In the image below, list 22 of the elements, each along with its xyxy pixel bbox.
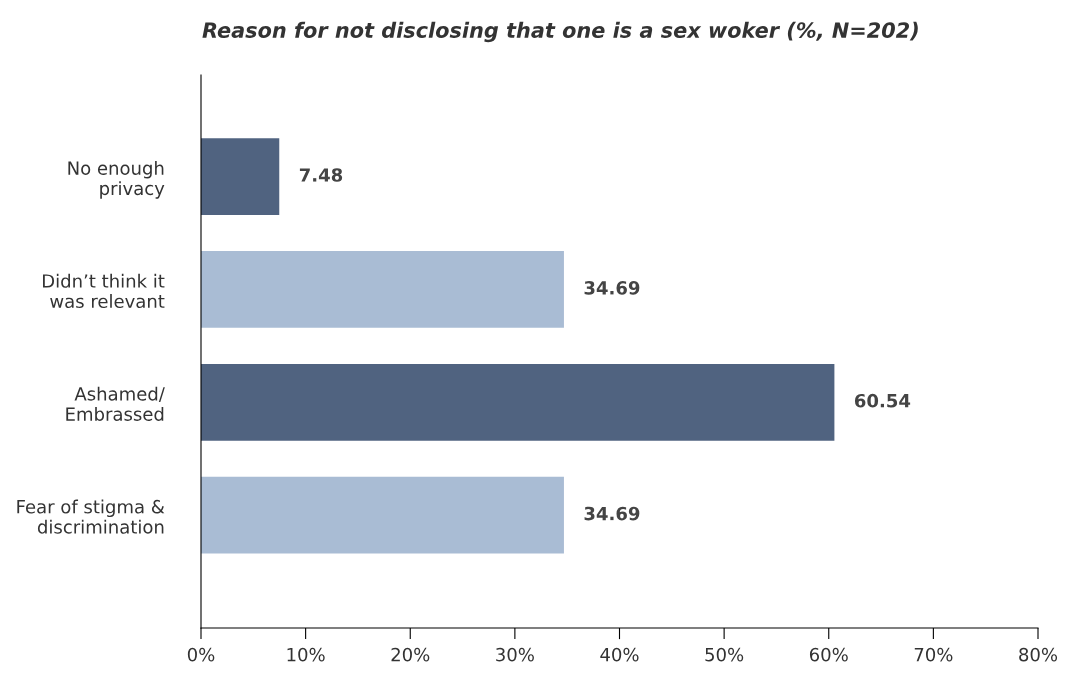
x-tick-label: 50% <box>705 647 744 662</box>
x-tick-label: 40% <box>600 647 639 662</box>
data-label: 34.69 <box>584 506 640 521</box>
x-tick-label: 20% <box>391 647 430 662</box>
x-tick-label: 10% <box>287 647 325 662</box>
x-tick-label: 80% <box>1019 647 1058 662</box>
y-tick-label: No enough privacy <box>68 160 165 199</box>
bar <box>201 138 280 215</box>
y-tick-label: Didn’t think it was relevant <box>43 273 165 309</box>
bar <box>201 251 564 328</box>
y-tick-label: Ashamed/ Embrassed <box>66 386 165 421</box>
y-tick-label: Fear of stigma & discrimination <box>17 499 165 534</box>
x-tick-label: 70% <box>914 647 953 662</box>
data-label: 7.48 <box>299 168 343 182</box>
bar <box>201 476 564 554</box>
x-tick-label: 30% <box>496 647 534 662</box>
chart-title: Reason for not disclosing that one is a sex woker (%, N=202) <box>202 21 918 43</box>
data-label: 60.54 <box>854 393 911 408</box>
x-tick-label: 60% <box>809 647 848 662</box>
data-label: 34.69 <box>584 281 640 295</box>
x-tick-label: 0% <box>187 647 215 662</box>
bar <box>201 363 835 441</box>
